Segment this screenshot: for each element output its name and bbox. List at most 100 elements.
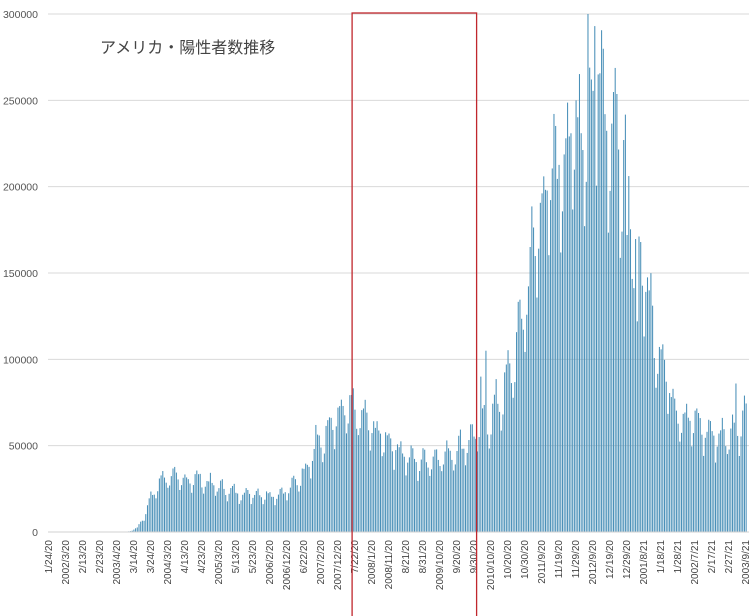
bar: [694, 410, 696, 532]
bar: [155, 498, 157, 532]
bar: [728, 449, 730, 532]
x-tick-label: 2001/8/21: [639, 540, 650, 585]
x-tick-label: 1/24/20: [44, 540, 55, 574]
x-tick-label: 2012/9/20: [588, 540, 599, 585]
bar: [191, 492, 193, 532]
bar: [679, 441, 681, 532]
bar: [291, 477, 293, 532]
bar: [238, 503, 240, 532]
x-tick-label: 8/21/20: [401, 540, 412, 574]
bar: [733, 422, 735, 532]
bar: [373, 421, 375, 532]
bar: [553, 113, 555, 532]
bar: [417, 480, 419, 532]
bar: [145, 514, 147, 532]
bar: [633, 288, 635, 532]
bar: [379, 433, 382, 532]
bar: [686, 403, 688, 532]
bar: [408, 457, 410, 532]
x-tick-label: 2003/4/20: [112, 540, 123, 585]
bar: [590, 79, 592, 532]
bar: [317, 434, 319, 532]
bar: [315, 424, 317, 532]
x-tick-label: 2002/7/21: [690, 540, 701, 585]
bar: [471, 424, 473, 532]
bar: [266, 491, 268, 532]
bar: [582, 150, 584, 532]
bar: [434, 449, 436, 532]
bar: [254, 494, 256, 532]
bar: [529, 247, 531, 532]
bar: [495, 379, 497, 532]
bar: [701, 434, 703, 532]
bar: [543, 176, 545, 533]
bar: [706, 431, 708, 532]
bar: [439, 466, 441, 532]
bar: [544, 189, 546, 532]
bar: [400, 441, 402, 532]
bar: [216, 491, 218, 532]
bar: [385, 432, 387, 532]
y-tick-label: 150000: [3, 268, 38, 280]
bar: [179, 489, 181, 532]
bar: [730, 428, 732, 532]
bar: [604, 114, 606, 533]
bar: [716, 446, 718, 532]
bar: [514, 382, 516, 532]
bar: [742, 410, 744, 532]
bar: [616, 94, 618, 532]
bar: [237, 493, 239, 532]
bar: [587, 14, 589, 532]
bar: [658, 346, 660, 532]
bar: [420, 459, 422, 532]
bar: [436, 449, 438, 532]
bar: [235, 492, 237, 532]
bar: [213, 485, 215, 532]
bar: [422, 448, 424, 532]
highlight-box: [351, 12, 478, 616]
bar: [684, 412, 686, 532]
bar: [226, 501, 228, 532]
bar: [170, 476, 172, 532]
bar: [208, 481, 210, 532]
bar: [527, 286, 529, 532]
bar: [480, 376, 482, 532]
bar: [570, 133, 572, 532]
bar: [711, 431, 713, 532]
bar: [713, 435, 715, 532]
bar: [194, 474, 196, 532]
x-tick-label: 2/23/20: [95, 540, 106, 574]
bar: [141, 520, 143, 532]
bar: [476, 451, 478, 532]
bar: [628, 176, 630, 533]
bar: [218, 488, 220, 532]
bar: [629, 229, 632, 532]
bar: [398, 447, 400, 532]
bar: [507, 350, 509, 532]
bar: [444, 451, 446, 532]
bar: [140, 521, 142, 532]
bar: [672, 388, 674, 532]
bar: [403, 456, 405, 532]
bar: [740, 436, 742, 532]
bar: [196, 470, 198, 532]
bar: [650, 273, 652, 532]
bar: [262, 504, 264, 532]
bar: [383, 452, 385, 532]
bar: [381, 456, 383, 532]
y-tick-label: 200000: [3, 182, 38, 194]
bar: [568, 136, 570, 532]
x-tick-label: 2004/3/20: [163, 540, 174, 585]
bar: [720, 430, 722, 532]
bar: [618, 149, 620, 532]
bar: [359, 428, 361, 532]
bar: [252, 497, 254, 532]
x-tick-label: 2/13/20: [78, 540, 89, 574]
bar: [691, 446, 693, 532]
bar: [743, 395, 745, 532]
bar: [342, 405, 344, 532]
bar: [708, 419, 710, 532]
x-tick-label: 3/24/20: [146, 540, 157, 574]
highlight-boxes: [351, 12, 478, 616]
bar: [378, 430, 380, 532]
